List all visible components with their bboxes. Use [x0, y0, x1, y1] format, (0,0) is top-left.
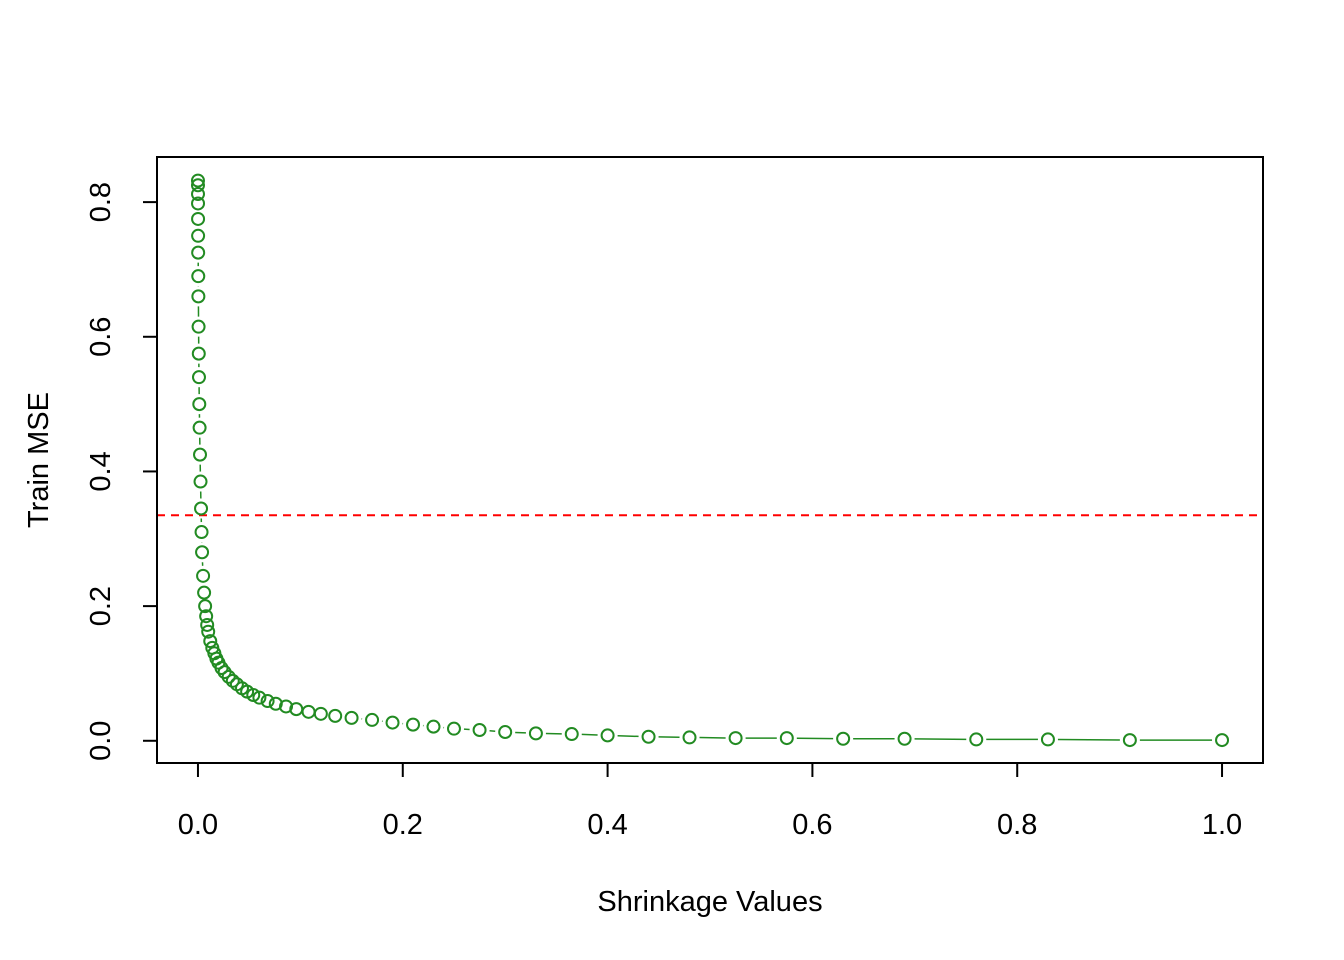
data-point	[406, 717, 421, 732]
data-point	[200, 617, 215, 632]
y-tick-label: 0.0	[85, 721, 117, 761]
data-point	[682, 730, 697, 745]
data-point	[198, 599, 213, 614]
y-axis-title: Train MSE	[23, 392, 55, 528]
data-point	[193, 474, 208, 489]
data-point	[221, 669, 236, 684]
x-axis: 0.0 0.2 0.4 0.6 0.8 1.0	[178, 762, 1242, 841]
data-point	[498, 725, 513, 740]
data-point	[191, 187, 206, 202]
x-axis-title: Shrinkage Values	[597, 886, 822, 918]
data-point	[313, 706, 328, 721]
plot-frame	[156, 156, 1264, 764]
x-tick-label: 1.0	[1202, 809, 1242, 841]
data-point	[897, 731, 912, 746]
x-tick-label: 0.6	[792, 809, 832, 841]
series-line-segment	[617, 734, 639, 738]
connecting-line-layer	[197, 262, 1213, 741]
x-tick-label: 0.4	[587, 809, 627, 841]
data-point	[252, 690, 267, 705]
data-point	[728, 731, 743, 746]
data-point	[365, 712, 380, 727]
data-point	[260, 694, 275, 709]
data-point	[196, 568, 211, 583]
data-point	[1215, 733, 1230, 748]
data-point	[779, 731, 794, 746]
y-tick-label: 0.6	[85, 317, 117, 357]
data-point	[193, 447, 208, 462]
data-point	[191, 319, 206, 334]
data-point	[203, 634, 218, 649]
data-point	[191, 269, 206, 284]
data-point	[201, 624, 216, 639]
data-point	[564, 727, 579, 742]
data-point	[1122, 733, 1137, 748]
data-point	[301, 704, 316, 719]
data-point	[446, 721, 461, 736]
data-point	[190, 173, 205, 188]
data-point	[191, 370, 206, 385]
data-point	[191, 228, 206, 243]
data-point	[191, 289, 206, 304]
data-point	[328, 708, 343, 723]
data-point	[472, 723, 487, 738]
data-point	[191, 196, 206, 211]
y-tick-label: 0.2	[85, 586, 117, 626]
y-tick-label: 0.4	[85, 451, 117, 491]
x-tick-label: 0.0	[178, 809, 218, 841]
x-tick-label: 0.8	[997, 809, 1037, 841]
points-layer	[190, 173, 1230, 748]
y-axis: 0.0 0.2 0.4 0.6 0.8	[85, 182, 158, 761]
data-point	[969, 732, 984, 747]
data-point	[191, 211, 206, 226]
data-point	[192, 420, 207, 435]
data-point	[194, 501, 209, 516]
data-point	[191, 346, 206, 361]
data-point	[197, 585, 212, 600]
data-point	[192, 397, 207, 412]
data-point	[214, 661, 229, 676]
data-point	[600, 728, 615, 743]
data-point	[385, 715, 400, 730]
data-point	[199, 609, 214, 624]
data-point	[194, 525, 209, 540]
data-point	[195, 545, 210, 560]
data-point	[836, 731, 851, 746]
data-point	[225, 673, 240, 688]
series-line-segment	[581, 733, 598, 736]
data-point	[191, 245, 206, 260]
data-point	[344, 710, 359, 725]
data-point	[528, 726, 543, 741]
y-tick-label: 0.8	[85, 182, 117, 222]
data-point	[190, 178, 205, 193]
data-point	[426, 719, 441, 734]
x-tick-label: 0.2	[383, 809, 423, 841]
data-point	[641, 729, 656, 744]
data-point	[1040, 732, 1055, 747]
series-line-segment	[1057, 738, 1120, 741]
